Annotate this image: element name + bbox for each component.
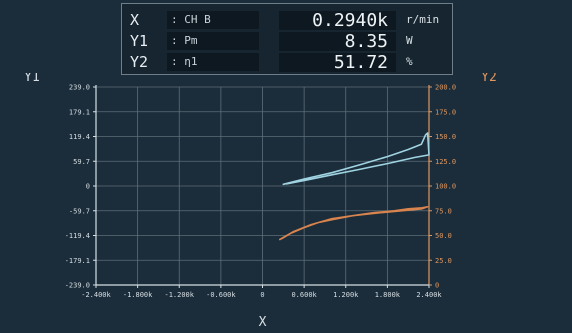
readout-row-y1: Y1 : Pm 8.35 W [122, 31, 452, 53]
y1-tick-label: 59.7 [73, 158, 90, 166]
readout-value: 8.35 [279, 32, 396, 51]
plot-labels: -2.400k -1.800k -1.200k -0.600k 0 0.600k 1.200… [24, 73, 497, 330]
readout-key: Y1 [130, 32, 149, 50]
y1-tick-label: 239.0 [69, 84, 90, 92]
y1-tick-label: 0 [86, 183, 90, 191]
readout-row-x: X : CH B 0.2940k r/min [122, 10, 452, 32]
x-tick-label: 1.200k [333, 291, 359, 299]
readout-value: 51.72 [279, 53, 396, 72]
y1-tick-label: 119.4 [69, 133, 90, 141]
y1-axis-title: Y1 [24, 73, 40, 85]
x-tick-label: 0.600k [291, 291, 317, 299]
x-tick-label: -2.400k [81, 291, 111, 299]
plot-series [278, 132, 430, 241]
y1-tick-label: -239.0 [65, 282, 90, 290]
readout-row-y2: Y2 : η1 51.72 % [122, 52, 452, 74]
y2-tick-label: 50.0 [435, 232, 452, 240]
x-tick-label: 2.400k [416, 291, 442, 299]
x-axis-title: X [259, 315, 267, 330]
series-line-y2 [278, 206, 429, 241]
y2-tick-label: 25.0 [435, 257, 452, 265]
y2-tick-label: 100.0 [435, 183, 456, 191]
y2-tick-label: 175.0 [435, 108, 456, 116]
readout-key: X [130, 11, 140, 29]
plot-grid [95, 86, 430, 286]
readout-source-field[interactable]: : η1 [167, 53, 259, 71]
readout-source-field[interactable]: : Pm [167, 32, 259, 50]
plot-frame [93, 85, 432, 288]
y2-tick-label: 75.0 [435, 207, 452, 215]
y2-tick-label: 0 [435, 282, 439, 290]
readout-source-field[interactable]: : CH B [167, 11, 259, 29]
x-tick-label: -1.200k [164, 291, 194, 299]
readout-unit: W [406, 34, 413, 47]
y2-axis-title: Y2 [481, 73, 497, 85]
y2-tick-label: 150.0 [435, 133, 456, 141]
y1-tick-label: -119.4 [65, 232, 90, 240]
y2-tick-label: 125.0 [435, 158, 456, 166]
readout-key: Y2 [130, 53, 149, 71]
readout-panel: X : CH B 0.2940k r/min Y1 : Pm 8.35 W Y2… [121, 3, 453, 75]
series-line-y1 [282, 132, 430, 186]
x-tick-label: -0.600k [206, 291, 236, 299]
y1-tick-label: 179.1 [69, 108, 90, 116]
y1-tick-label: -179.1 [65, 257, 90, 265]
y2-tick-label: 200.0 [435, 84, 456, 92]
x-tick-label: 1.800k [375, 291, 401, 299]
readout-value: 0.2940k [279, 11, 396, 30]
x-tick-label: -1.800k [123, 291, 153, 299]
readout-unit: % [406, 55, 413, 68]
xy-plot-svg: -2.400k -1.800k -1.200k -0.600k 0 0.600k 1.200… [24, 73, 497, 330]
x-tick-label: 0 [260, 291, 264, 299]
y1-tick-label: -59.7 [69, 207, 90, 215]
readout-unit: r/min [406, 13, 440, 26]
xy-plot: -2.400k -1.800k -1.200k -0.600k 0 0.600k 1.200… [0, 73, 572, 333]
